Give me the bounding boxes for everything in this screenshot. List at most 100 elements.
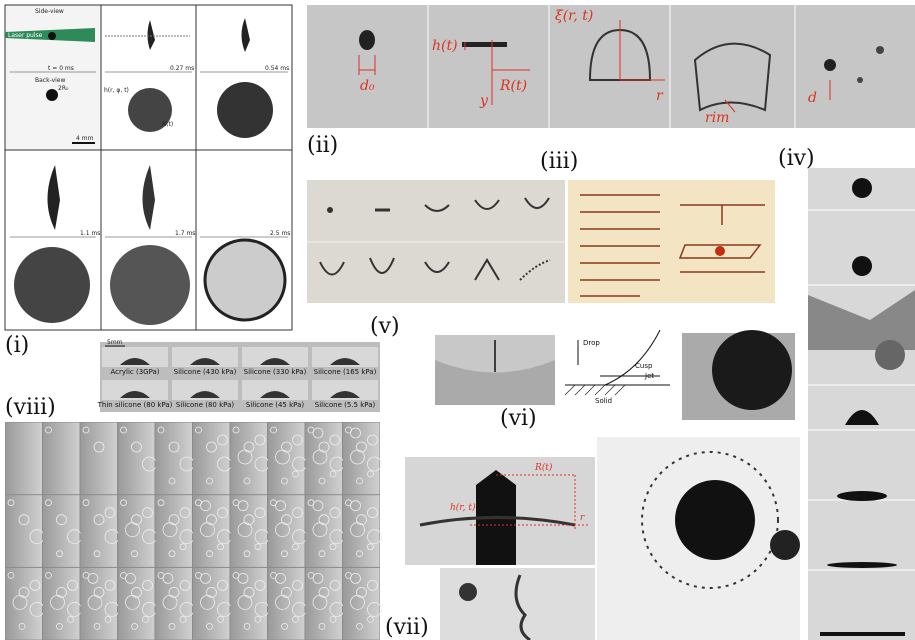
bubble [200, 500, 211, 512]
tile [43, 495, 80, 567]
bubble [237, 595, 253, 610]
tile [5, 422, 42, 495]
bubble [312, 449, 328, 465]
bubble [87, 595, 103, 610]
bubble [200, 522, 215, 538]
tile [268, 567, 305, 640]
rim-radius: R(t) [162, 121, 173, 128]
drop [260, 391, 290, 398]
bubble [7, 572, 15, 579]
bubble [7, 499, 15, 507]
material: Silicone (5.5 kPa) [315, 401, 376, 409]
panel-label: (iv) [778, 146, 815, 171]
symbol: r [580, 513, 585, 523]
bubble [243, 441, 255, 453]
bubble [281, 514, 292, 526]
tile [305, 422, 342, 495]
drop [260, 358, 290, 365]
bubble [131, 587, 142, 598]
bubble [275, 595, 290, 610]
schematic-label: Solid [595, 397, 612, 405]
bubble [254, 616, 262, 623]
symbol: R(t) [499, 78, 527, 94]
bubble [281, 550, 288, 558]
bubble [292, 470, 299, 478]
bubble [350, 573, 361, 584]
bubble [367, 580, 378, 591]
bubble [93, 514, 105, 526]
bubble [243, 587, 255, 598]
bubble [200, 573, 211, 584]
bubble [275, 500, 286, 512]
symbol: h(t) [432, 38, 458, 54]
bubble [82, 426, 90, 434]
bubble [179, 543, 187, 551]
bubble [93, 550, 101, 558]
bubble [104, 616, 112, 623]
bubble [243, 623, 251, 630]
bubble [281, 477, 288, 485]
bubble [318, 441, 330, 453]
bubble [217, 580, 228, 591]
panel-iii [307, 180, 775, 303]
panel-vi: Drop Cusp Jet Solid [435, 329, 795, 420]
scale: 5mm [107, 339, 123, 346]
bubble [104, 580, 116, 591]
time: 0.54 ms [265, 65, 289, 72]
bubble [292, 616, 299, 623]
bubble [168, 587, 180, 598]
bubble [18, 587, 30, 598]
time: 1.1 ms [80, 230, 100, 237]
bubble [142, 507, 153, 519]
bubble [367, 616, 374, 623]
panel-label: (iii) [540, 149, 578, 174]
bubble [243, 477, 251, 485]
symbol: y [479, 93, 489, 109]
bubble [217, 616, 224, 623]
bubble [312, 573, 324, 584]
bubble [93, 623, 101, 630]
symbol: rim [705, 110, 729, 126]
symbol: d₀ [360, 78, 375, 94]
bubble [356, 441, 367, 453]
tile [242, 380, 308, 400]
drop [120, 358, 150, 365]
bubble [157, 499, 165, 507]
bubble [237, 449, 253, 465]
tile [155, 422, 192, 495]
bubble [292, 507, 303, 519]
bubble [131, 550, 138, 558]
material: Silicone (80 kPa) [176, 401, 234, 409]
bubble [243, 514, 255, 526]
tile [343, 495, 380, 567]
bubble [195, 426, 202, 434]
bubble [162, 573, 174, 584]
bubble [281, 623, 288, 630]
time: 2.5 ms [270, 230, 290, 237]
tile [305, 495, 342, 567]
bubble [18, 514, 30, 526]
bubble [367, 507, 378, 519]
bubble [275, 573, 286, 584]
panel-label: (vii) [385, 615, 429, 640]
panel-label: (vi) [500, 406, 537, 431]
tile [230, 567, 267, 640]
tile [172, 347, 238, 367]
bubble [318, 587, 330, 598]
tile [268, 495, 305, 567]
tile [230, 495, 267, 567]
bubble [367, 456, 382, 472]
bubble [168, 441, 180, 453]
side-view: Side-view [35, 8, 64, 15]
symbol: R(t) [534, 462, 553, 473]
panel-label: (i) [5, 333, 29, 358]
symbol: r [656, 88, 664, 104]
panel-vii: h(r, t) R(t) r [405, 437, 800, 640]
back-view: Back-view [35, 77, 65, 84]
bubble [254, 580, 266, 591]
bubble [206, 514, 217, 526]
bubble [125, 522, 140, 538]
tile [102, 347, 168, 367]
bubble [292, 580, 303, 591]
bubble [18, 623, 26, 630]
